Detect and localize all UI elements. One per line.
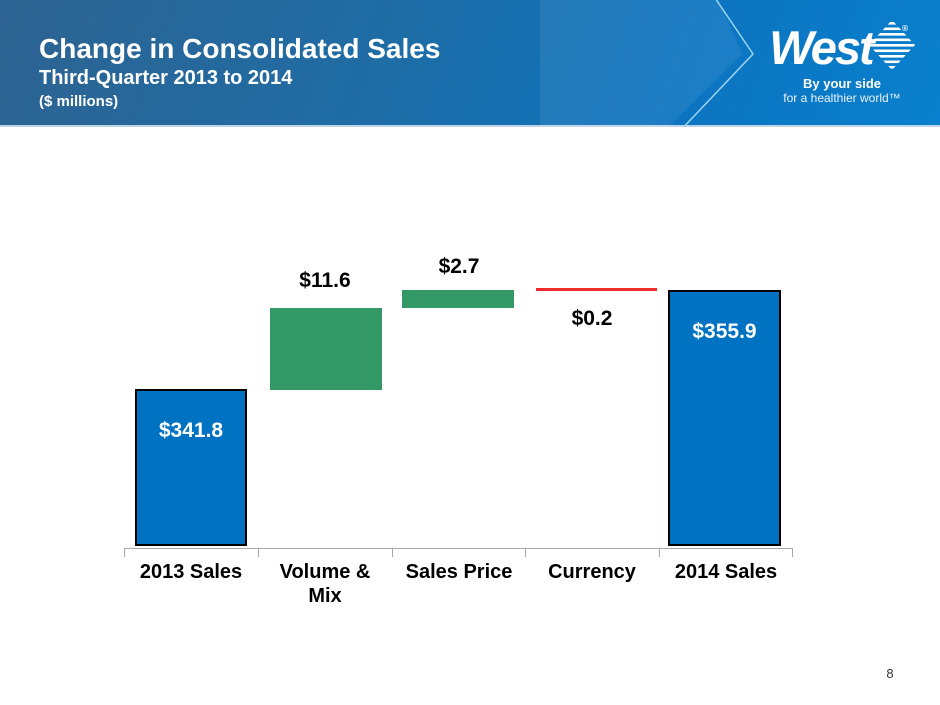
bar-value-label: $11.6 <box>299 269 351 292</box>
bar-currency-line <box>536 288 657 291</box>
axis-tick <box>392 548 393 557</box>
axis-tick <box>792 548 793 557</box>
units-note: ($ millions) <box>39 93 119 110</box>
category-label-sales-price: Sales Price <box>405 561 513 583</box>
header-titles: Change in Consolidated Sales Third-Quart… <box>39 33 440 112</box>
bar-value-label: $2.7 <box>438 255 480 278</box>
bar-value-label: $0.2 <box>571 307 613 330</box>
west-logo-row: West <box>762 20 922 75</box>
bar-sales-price <box>402 290 514 308</box>
bar-value-label: $355.9 <box>692 320 757 343</box>
slide-subtitle: Third-Quarter 2013 to 2014 <box>39 67 293 89</box>
bar-value-label: $341.8 <box>158 419 224 442</box>
logo-tagline-1: By your side <box>802 76 882 91</box>
axis-tick <box>124 548 125 557</box>
axis-tick <box>659 548 660 557</box>
registered-trademark: ® <box>902 24 908 33</box>
bar-2013-sales: $341.8 <box>135 389 247 546</box>
category-axis-line <box>124 548 793 549</box>
bar-volume-mix <box>270 308 382 390</box>
category-label-currency: Currency <box>548 561 636 583</box>
slide-title: Change in Consolidated Sales <box>39 33 441 64</box>
logo-tagline-2: for a healthier world™ <box>783 91 901 105</box>
west-wordmark: West <box>769 21 874 74</box>
axis-tick <box>258 548 259 557</box>
category-label-2013-sales: 2013 Sales <box>139 561 243 583</box>
slide-header: Change in Consolidated Sales Third-Quart… <box>0 0 940 127</box>
axis-tick <box>525 548 526 557</box>
page-number: 8 <box>886 666 894 681</box>
west-diamond-icon <box>868 20 915 75</box>
category-label-volume-mix: Volume & Mix <box>279 561 371 607</box>
bar-2014-sales: $355.9 <box>668 290 781 546</box>
waterfall-chart: $341.8 $11.6 $2.7 $0.2 $355.9 2013 Sales… <box>0 127 940 667</box>
category-label-2014-sales: 2014 Sales <box>674 561 778 583</box>
west-logo: West <box>762 20 922 105</box>
chevron-decoration-icon <box>540 0 754 127</box>
